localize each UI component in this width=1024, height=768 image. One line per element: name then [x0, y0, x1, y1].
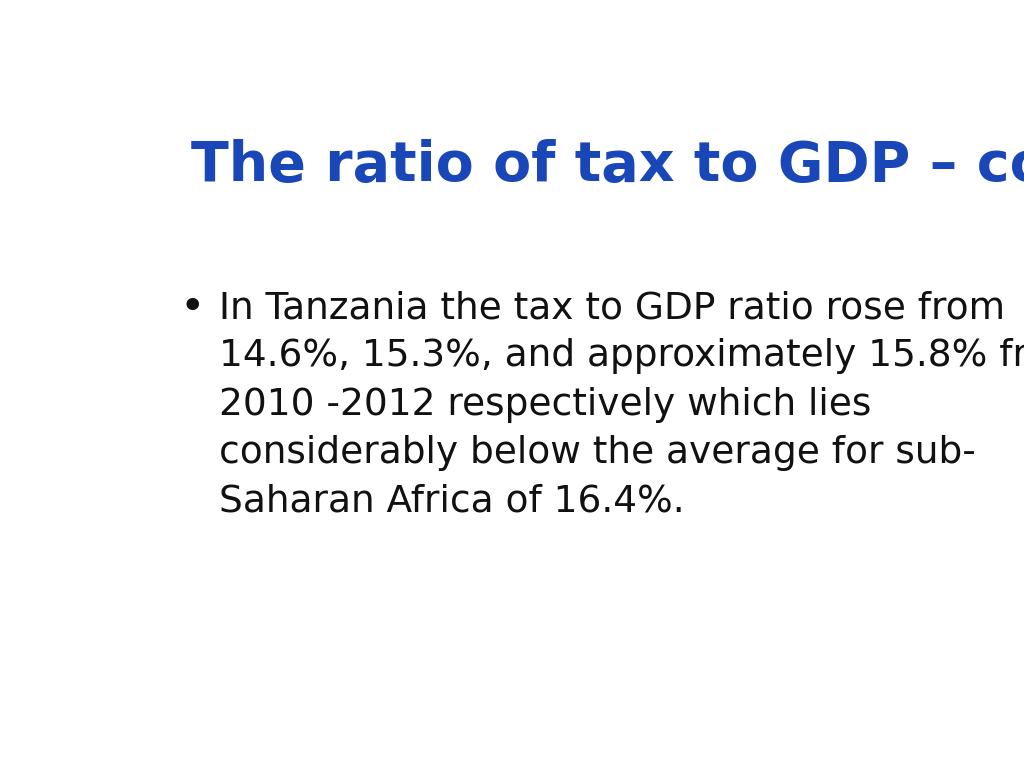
Text: considerably below the average for sub-: considerably below the average for sub- — [219, 435, 976, 472]
Text: In Tanzania the tax to GDP ratio rose from: In Tanzania the tax to GDP ratio rose fr… — [219, 290, 1006, 326]
Text: •: • — [179, 287, 205, 329]
Text: The ratio of tax to GDP – cont’d: The ratio of tax to GDP – cont’d — [191, 139, 1024, 193]
Text: 2010 -2012 respectively which lies: 2010 -2012 respectively which lies — [219, 387, 871, 423]
Text: 14.6%, 15.3%, and approximately 15.8% from: 14.6%, 15.3%, and approximately 15.8% fr… — [219, 339, 1024, 375]
Text: Saharan Africa of 16.4%.: Saharan Africa of 16.4%. — [219, 484, 685, 520]
